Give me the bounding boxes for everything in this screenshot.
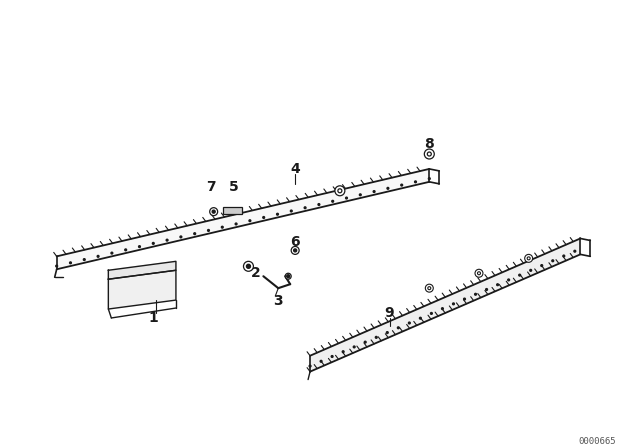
Circle shape (475, 269, 483, 277)
Circle shape (442, 308, 444, 310)
Circle shape (419, 317, 421, 319)
Circle shape (426, 284, 433, 292)
Circle shape (428, 152, 431, 156)
Bar (223, 207, 243, 214)
Text: 0000665: 0000665 (579, 437, 616, 446)
Circle shape (180, 236, 182, 238)
Circle shape (353, 346, 355, 348)
Circle shape (249, 220, 251, 222)
Circle shape (415, 181, 417, 183)
Circle shape (497, 284, 499, 286)
Circle shape (285, 273, 291, 279)
Circle shape (387, 332, 388, 333)
Circle shape (563, 255, 564, 257)
Text: 6: 6 (291, 236, 300, 250)
Text: 1: 1 (148, 311, 158, 325)
Text: 4: 4 (291, 162, 300, 176)
Circle shape (212, 210, 215, 213)
Circle shape (70, 262, 72, 264)
Circle shape (97, 255, 99, 257)
Circle shape (83, 258, 85, 260)
Circle shape (221, 226, 223, 228)
Circle shape (335, 186, 345, 196)
Circle shape (309, 365, 311, 367)
Circle shape (574, 250, 576, 252)
Circle shape (401, 184, 403, 186)
Circle shape (530, 269, 532, 271)
Circle shape (486, 289, 488, 290)
Circle shape (246, 264, 250, 268)
Polygon shape (108, 261, 176, 279)
Circle shape (263, 216, 264, 218)
Circle shape (332, 356, 333, 358)
Circle shape (210, 208, 218, 215)
Circle shape (194, 233, 196, 235)
Circle shape (125, 249, 127, 251)
Circle shape (318, 204, 320, 206)
Circle shape (424, 149, 435, 159)
Circle shape (332, 200, 333, 202)
Circle shape (243, 261, 253, 271)
Circle shape (276, 213, 278, 215)
Circle shape (360, 194, 361, 196)
Polygon shape (57, 169, 429, 269)
Polygon shape (310, 238, 580, 372)
Circle shape (235, 223, 237, 225)
Circle shape (287, 275, 290, 278)
Text: 5: 5 (228, 180, 239, 194)
Circle shape (338, 189, 342, 193)
Circle shape (373, 191, 375, 193)
Circle shape (291, 246, 299, 254)
Circle shape (475, 293, 476, 295)
Circle shape (431, 313, 432, 314)
Circle shape (304, 207, 306, 209)
Circle shape (139, 246, 140, 247)
Circle shape (477, 272, 481, 275)
Text: 7: 7 (206, 180, 216, 194)
Circle shape (452, 303, 454, 305)
Circle shape (387, 187, 388, 189)
Circle shape (152, 242, 154, 244)
Circle shape (525, 254, 532, 263)
Circle shape (428, 178, 430, 180)
Circle shape (408, 322, 410, 324)
Circle shape (508, 279, 509, 281)
Circle shape (291, 210, 292, 212)
Circle shape (166, 239, 168, 241)
Circle shape (397, 327, 399, 329)
Circle shape (519, 274, 520, 276)
Circle shape (56, 265, 58, 267)
Circle shape (552, 260, 554, 262)
Circle shape (342, 351, 344, 353)
Text: 8: 8 (424, 137, 434, 151)
Text: 9: 9 (385, 306, 394, 320)
Text: 3: 3 (273, 294, 283, 308)
Circle shape (375, 336, 377, 338)
Circle shape (346, 197, 348, 199)
Polygon shape (108, 270, 176, 309)
Circle shape (541, 265, 543, 267)
Circle shape (320, 360, 322, 362)
Circle shape (364, 341, 366, 343)
Circle shape (463, 298, 465, 300)
Circle shape (428, 287, 431, 290)
Text: 2: 2 (250, 266, 260, 280)
Circle shape (111, 252, 113, 254)
Circle shape (527, 257, 530, 260)
Circle shape (207, 229, 209, 231)
Circle shape (294, 249, 297, 252)
